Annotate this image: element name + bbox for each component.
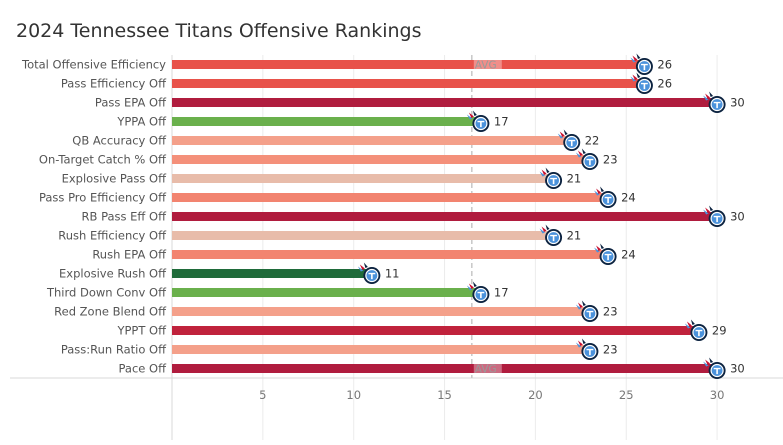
avg-label: AVG <box>475 364 497 376</box>
x-tick-label: 20 <box>528 388 543 402</box>
bar <box>172 345 590 354</box>
bar <box>172 117 481 126</box>
category-label: Rush Efficiency Off <box>58 229 167 243</box>
bar <box>172 250 609 259</box>
x-tick-label: 15 <box>437 388 452 402</box>
category-label: Explosive Pass Off <box>62 172 167 186</box>
category-label: YPPT Off <box>116 324 167 338</box>
x-tick-label: 5 <box>259 388 266 402</box>
bar <box>172 269 372 278</box>
category-label: Third Down Conv Off <box>46 286 167 300</box>
bar <box>172 174 554 183</box>
value-label: 22 <box>585 134 600 148</box>
category-label: Pace Off <box>119 362 168 376</box>
category-label: On-Target Catch % Off <box>39 153 167 167</box>
chart-title: 2024 Tennessee Titans Offensive Rankings <box>16 20 422 42</box>
value-label: 23 <box>603 343 618 357</box>
category-label: RB Pass Eff Off <box>82 210 168 224</box>
avg-label: AVG <box>475 60 497 72</box>
x-tick-label: 25 <box>619 388 634 402</box>
category-label: Rush EPA Off <box>92 248 167 262</box>
x-tick-label: 30 <box>710 388 725 402</box>
bar <box>172 326 699 335</box>
category-label: Total Offensive Efficiency <box>21 58 166 72</box>
value-label: 30 <box>730 210 745 224</box>
bar <box>172 231 554 240</box>
category-label: Pass:Run Ratio Off <box>61 343 167 357</box>
category-label: QB Accuracy Off <box>72 134 167 148</box>
value-label: 17 <box>494 286 509 300</box>
category-label: Pass EPA Off <box>95 96 167 110</box>
value-label: 23 <box>603 305 618 319</box>
bar <box>172 155 590 164</box>
bar <box>172 79 645 88</box>
value-label: 17 <box>494 115 509 129</box>
value-label: 29 <box>712 324 727 338</box>
bar <box>172 60 645 69</box>
value-label: 24 <box>621 191 636 205</box>
value-label: 30 <box>730 96 745 110</box>
bar <box>172 288 481 297</box>
value-label: 24 <box>621 248 636 262</box>
value-label: 23 <box>603 153 618 167</box>
category-label: YPPA Off <box>116 115 167 129</box>
value-label: 26 <box>657 58 672 72</box>
x-tick-label: 10 <box>346 388 361 402</box>
bar <box>172 136 572 145</box>
category-label: Explosive Rush Off <box>59 267 167 281</box>
value-label: 11 <box>385 267 400 281</box>
bar <box>172 307 590 316</box>
avg-label-bg <box>473 362 502 375</box>
bar <box>172 193 609 202</box>
value-label: 21 <box>567 229 582 243</box>
category-label: Pass Pro Efficiency Off <box>39 191 167 205</box>
bar <box>172 212 718 221</box>
avg-label-bg <box>473 58 502 71</box>
bar <box>172 364 718 373</box>
bar <box>172 98 718 107</box>
value-label: 26 <box>657 77 672 91</box>
category-label: Red Zone Blend Off <box>54 305 167 319</box>
category-label: Pass Efficiency Off <box>61 77 167 91</box>
value-label: 21 <box>567 172 582 186</box>
value-label: 30 <box>730 362 745 376</box>
